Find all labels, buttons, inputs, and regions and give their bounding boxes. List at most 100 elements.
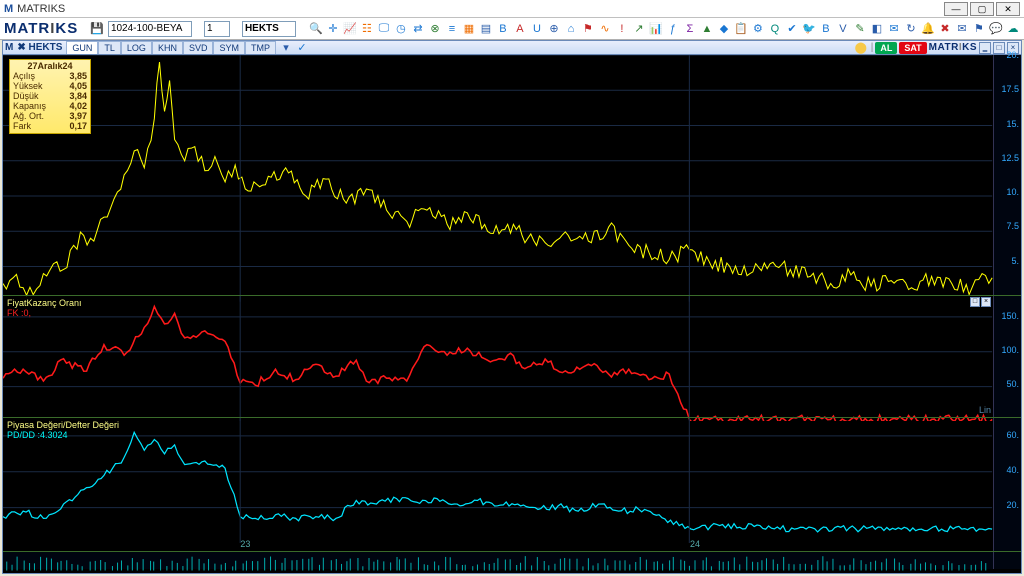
add-toolbar-icon[interactable]: ⊕ [546,21,562,37]
mid-close-button[interactable]: × [981,297,991,307]
pb-y-axis: 60.40.20. [993,418,1021,551]
symbol-tab[interactable]: ✖ HEKTS [17,42,62,53]
text-toolbar-icon[interactable]: A [512,21,528,37]
brand-logo: MATRIKS [4,20,78,37]
tab-sym[interactable]: SYM [213,41,245,54]
chart-min-button[interactable]: ‗ [979,42,991,54]
chart-max-button[interactable]: □ [993,42,1005,54]
tab-tl[interactable]: TL [98,41,121,54]
flag2-toolbar-icon[interactable]: ⚑ [971,21,987,37]
symbol-input[interactable] [242,21,296,37]
wave-toolbar-icon[interactable]: ∿ [597,21,613,37]
zoom-toolbar-icon[interactable]: 🔍 [308,21,324,37]
bird-toolbar-icon[interactable]: 🐦 [801,21,817,37]
v-toolbar-icon[interactable]: V [835,21,851,37]
check-toolbar-icon[interactable]: ✔ [784,21,800,37]
info-icon[interactable]: ⬤ [853,40,869,56]
databox-row: Düşük3,84 [13,91,87,101]
sum-toolbar-icon[interactable]: Σ [682,21,698,37]
y-tick: 100. [1001,345,1019,355]
minimize-button[interactable]: — [944,2,968,16]
triangle-toolbar-icon[interactable]: ▲ [699,21,715,37]
pipe1: | [871,42,874,53]
x-tick: 24 [690,539,700,549]
toolbar-icons: 🔍✛📈☷🖵◷⇄⊗≡▦▤BAU⊕⌂⚑∿!↗📊ƒΣ▲◆📋⚙Q✔🐦BV✎◧✉↻🔔✖✉⚑… [308,21,1021,37]
close-button[interactable]: ✕ [996,2,1020,16]
brand-text: MATRIKS [4,20,78,37]
list-toolbar-icon[interactable]: ▤ [478,21,494,37]
screen-toolbar-icon[interactable]: 🖵 [376,21,392,37]
split-toolbar-icon[interactable]: ◧ [869,21,885,37]
underline-toolbar-icon[interactable]: U [529,21,545,37]
pe-ratio-panel[interactable]: FiyatKazanç Oranı FK :0, □ × 150.100.50.… [3,295,1021,417]
home-toolbar-icon[interactable]: ⌂ [563,21,579,37]
y-tick: 10. [1006,187,1019,197]
y-tick: 7.5 [1006,221,1019,231]
chat-toolbar-icon[interactable]: 💬 [988,21,1004,37]
mid-max-button[interactable]: □ [970,297,980,307]
bold-toolbar-icon[interactable]: B [495,21,511,37]
app-title: MATRIKS [17,3,65,15]
databox-row: Açılış3,85 [13,71,87,81]
pb-ratio-panel[interactable]: Piyasa Değeri/Defter Değeri PD/DD :4.302… [3,417,1021,551]
tab-khn[interactable]: KHN [152,41,183,54]
buy-badge[interactable]: AL [875,42,897,54]
pe-y-axis: 150.100.50. [993,296,1021,417]
menu-toolbar-icon[interactable]: ≡ [444,21,460,37]
tab-gun[interactable]: GUN [66,41,98,54]
pe-panel-title: FiyatKazanç Oranı FK :0, [7,298,82,318]
swap-toolbar-icon[interactable]: ⇄ [410,21,426,37]
mail-toolbar-icon[interactable]: ✉ [886,21,902,37]
maximize-button[interactable]: ▢ [970,2,994,16]
sell-badge[interactable]: SAT [899,42,926,54]
diamond-toolbar-icon[interactable]: ◆ [716,21,732,37]
target-toolbar-icon[interactable]: ⊗ [427,21,443,37]
pe-title-text: FiyatKazanç Oranı [7,298,82,308]
clock-toolbar-icon[interactable]: ◷ [393,21,409,37]
timeframe-select[interactable] [204,21,230,37]
crosshair-toolbar-icon[interactable]: ✛ [325,21,341,37]
refresh-toolbar-icon[interactable]: ↻ [903,21,919,37]
mail2-toolbar-icon[interactable]: ✉ [954,21,970,37]
gear-toolbar-icon[interactable]: ⚙ [750,21,766,37]
q-toolbar-icon[interactable]: Q [767,21,783,37]
alert-toolbar-icon[interactable]: ! [614,21,630,37]
edit-toolbar-icon[interactable]: ✎ [852,21,868,37]
up-toolbar-icon[interactable]: ↗ [631,21,647,37]
cloud-toolbar-icon[interactable]: ☁ [1005,21,1021,37]
clip-toolbar-icon[interactable]: 📋 [733,21,749,37]
volume-ticks [3,552,1021,571]
x-tick: 23 [240,539,250,549]
table-toolbar-icon[interactable]: ▦ [461,21,477,37]
price-chart[interactable] [3,55,1021,302]
flag-toolbar-icon[interactable]: ⚑ [580,21,596,37]
scale-label: Lin [979,405,991,415]
main-toolbar: MATRIKS 💾 🔍✛📈☷🖵◷⇄⊗≡▦▤BAU⊕⌂⚑∿!↗📊ƒΣ▲◆📋⚙Q✔🐦… [0,18,1024,40]
chart-brand: MATRIKS [929,42,977,53]
tab-svd[interactable]: SVD [183,41,214,54]
databox-date: 27Aralık24 [13,61,87,71]
bar-toolbar-icon[interactable]: 📊 [648,21,664,37]
dropdown-icon[interactable]: ▾ [278,40,294,56]
pe-chart[interactable] [3,296,1021,421]
os-titlebar: M MATRIKS — ▢ ✕ [0,0,1024,18]
pb-chart[interactable] [3,418,1021,543]
volume-strip [3,551,1021,569]
bell-toolbar-icon[interactable]: 🔔 [920,21,936,37]
y-tick: 17.5 [1001,84,1019,94]
layout-preset-input[interactable] [108,21,192,37]
databox-row: Kapanış4,02 [13,101,87,111]
save-icon[interactable]: 💾 [90,21,104,37]
price-panel[interactable]: 27Aralık24 Açılış3,85Yüksek4,05Düşük3,84… [3,55,1021,295]
window-controls: — ▢ ✕ [944,2,1020,16]
indicator-icon[interactable]: ✓ [294,40,310,56]
function-toolbar-icon[interactable]: ƒ [665,21,681,37]
tab-tmp[interactable]: TMP [245,41,276,54]
grid-toolbar-icon[interactable]: ☷ [359,21,375,37]
tab-log[interactable]: LOG [121,41,152,54]
b2-toolbar-icon[interactable]: B [818,21,834,37]
y-tick: 20. [1006,500,1019,510]
y-tick: 20. [1006,50,1019,60]
x-toolbar-icon[interactable]: ✖ [937,21,953,37]
chart-toolbar-icon[interactable]: 📈 [342,21,358,37]
